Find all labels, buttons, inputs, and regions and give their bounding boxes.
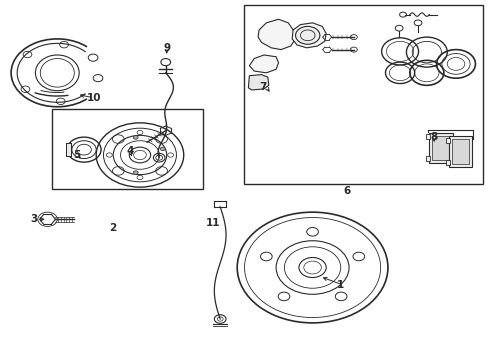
Bar (426, 134, 429, 139)
Circle shape (133, 136, 138, 139)
Text: 9: 9 (163, 43, 170, 53)
Bar (65, 143, 71, 156)
Bar (426, 156, 429, 161)
Text: 7: 7 (259, 82, 266, 92)
Bar (445, 160, 449, 165)
Bar (445, 138, 449, 143)
Text: 11: 11 (205, 218, 220, 228)
Text: 5: 5 (73, 150, 80, 160)
Bar (428, 133, 452, 163)
Text: 8: 8 (429, 132, 437, 142)
Text: 4: 4 (126, 147, 134, 157)
Bar (52, 109, 203, 189)
Bar (244, 5, 482, 184)
Text: 3: 3 (30, 214, 38, 224)
Text: 2: 2 (109, 223, 117, 233)
Polygon shape (291, 23, 325, 48)
Bar (448, 136, 471, 167)
Text: 1: 1 (336, 280, 344, 291)
Polygon shape (258, 19, 295, 50)
Polygon shape (249, 55, 278, 73)
Circle shape (295, 26, 319, 44)
Circle shape (133, 171, 138, 174)
Bar (451, 139, 468, 164)
Bar (65, 143, 71, 156)
Text: 6: 6 (342, 186, 349, 196)
Bar (431, 135, 449, 160)
Text: 10: 10 (86, 93, 101, 103)
Polygon shape (248, 75, 268, 90)
Circle shape (160, 147, 165, 151)
